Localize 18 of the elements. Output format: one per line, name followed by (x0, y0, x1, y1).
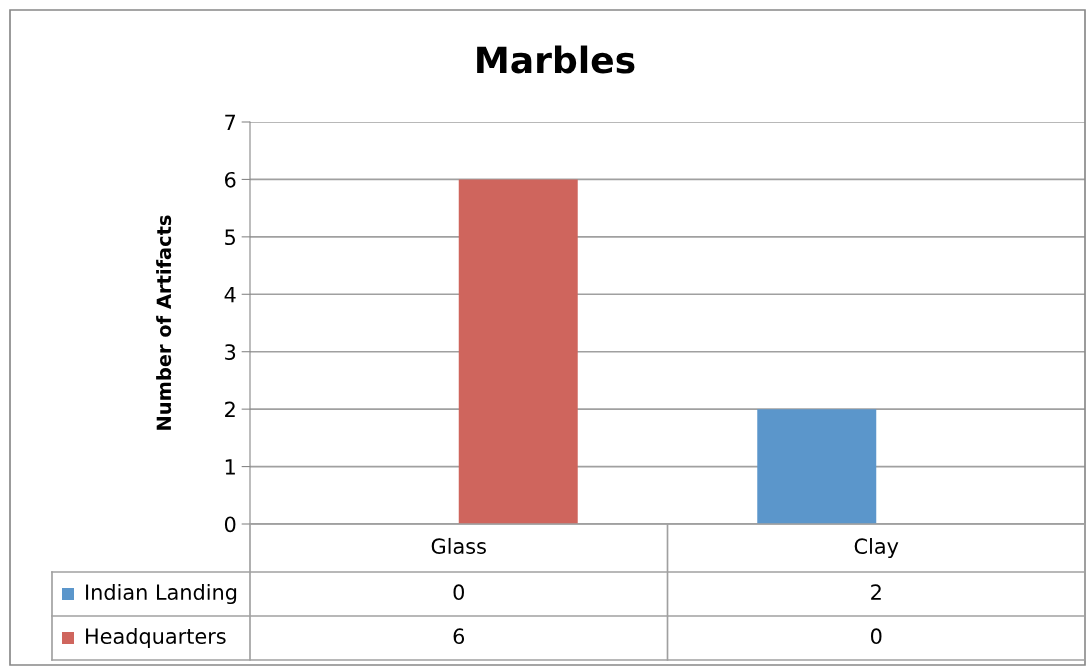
chart-title: Marbles (477, 45, 635, 74)
x-tick-label: Clay (854, 537, 899, 559)
y-tick-label: 4 (224, 287, 236, 303)
y-axis-title: Number of Artifacts (156, 215, 172, 430)
data-label: 0 (871, 628, 882, 645)
y-tick-label: 3 (225, 344, 236, 360)
y-tick-label: 5 (225, 229, 235, 246)
y-tick-label: 0 (224, 516, 236, 533)
y-tick-label: 7 (225, 114, 236, 130)
y-tick-label: 2 (225, 401, 235, 418)
data-label: 2 (871, 584, 881, 600)
data-label: 0 (453, 584, 464, 601)
y-tick-label: 6 (225, 171, 236, 188)
y-tick-label: 1 (225, 459, 235, 475)
data-label: 6 (453, 628, 465, 645)
x-tick-label: Glass (431, 537, 486, 555)
legend-label: Indian Landing (86, 583, 237, 605)
legend-label: Headquarters (86, 627, 226, 649)
